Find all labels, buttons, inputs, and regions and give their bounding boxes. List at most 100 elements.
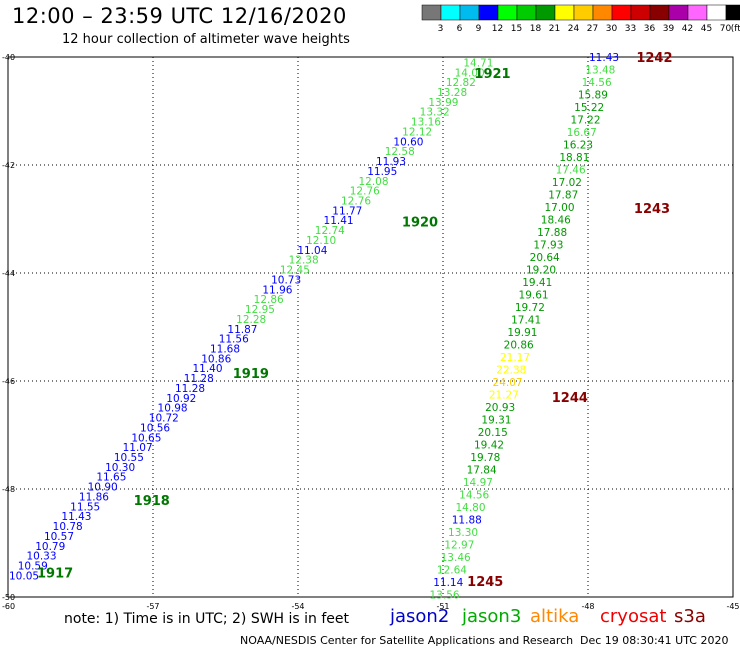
pass-number-label: 1917 — [37, 567, 73, 582]
wave-height-label: 10.57 — [44, 531, 74, 543]
pass-number-label: 1918 — [134, 494, 170, 509]
colorbar-tick-label: 45 — [701, 24, 712, 34]
pass-labels: 1921 1920 1919 1918 1917 1242 1243 1244 1245 — [37, 51, 673, 590]
legend-altika: altika — [530, 606, 580, 627]
wave-height-label: 13.16 — [411, 117, 441, 129]
legend-cryosat: cryosat — [600, 606, 667, 627]
wave-height-label: 19.78 — [470, 452, 500, 464]
wave-height-label: 11.56 — [219, 334, 249, 346]
colorbar-tick-label: 33 — [625, 24, 636, 34]
wave-height-label: 11.04 — [297, 245, 327, 257]
x-tick-label: -51 — [436, 602, 449, 611]
wave-height-label: 10.92 — [166, 393, 196, 405]
legend-jason2: jason2 — [390, 606, 450, 627]
colorbar-swatch — [668, 4, 689, 21]
wave-height-label: 12.64 — [437, 564, 467, 576]
wave-height-label: 11.41 — [324, 215, 354, 227]
wave-height-label: 11.14 — [433, 577, 463, 589]
wave-height-label: 20.15 — [478, 427, 508, 439]
colorbar-swatch — [592, 4, 613, 21]
colorbar-tick-label: 30 — [606, 24, 618, 34]
wave-height-label: 17.46 — [556, 164, 586, 176]
wave-height-label: 14.00 — [455, 67, 485, 79]
y-tick-label: -40 — [2, 53, 15, 62]
wave-height-label: 11.95 — [367, 166, 397, 178]
colorbar-swatch — [573, 4, 594, 21]
wave-height-label: 10.72 — [149, 413, 179, 425]
grid-lines — [7, 56, 734, 598]
colorbar-tick-label: 6 — [457, 24, 463, 34]
wave-height-label: 11.43 — [589, 52, 619, 64]
wave-height-label: 19.61 — [519, 289, 549, 301]
wave-height-label: 12.12 — [402, 126, 432, 138]
wave-height-label: 15.22 — [574, 102, 604, 114]
x-tick-label: -60 — [2, 602, 15, 611]
colorbar-tick-label: 3 — [438, 24, 444, 34]
wave-height-label: 21.27 — [489, 389, 519, 401]
wave-height-label: 10.73 — [271, 274, 301, 286]
wave-height-label: 12.45 — [280, 265, 310, 277]
footer-credit: NOAA/NESDIS Center for Satellite Applica… — [240, 634, 574, 647]
wave-height-label: 21.17 — [500, 352, 530, 364]
wave-height-label: 11.07 — [123, 442, 153, 454]
colorbar-tick-label: 21 — [549, 24, 560, 34]
wave-height-label: 12.38 — [289, 255, 319, 267]
pass-number-label: 1244 — [552, 391, 588, 406]
wave-height-label: 19.41 — [522, 277, 552, 289]
colorbar-swatch — [649, 4, 670, 21]
colorbar-tick-label: 27 — [587, 24, 598, 34]
wave-height-label: 19.42 — [474, 439, 504, 451]
colorbar-tick-label: 36 — [644, 24, 656, 34]
wave-height-label: 20.93 — [485, 402, 515, 414]
wave-height-label: 10.59 — [18, 561, 48, 573]
colorbar-tick-label: 12 — [492, 24, 503, 34]
wave-height-label: 10.90 — [88, 482, 118, 494]
axes: -40 -42 -44 -46 -48 -50 -57 -54 -51 -48 -45 -60 — [2, 53, 740, 611]
colorbar-swatch — [535, 4, 556, 21]
pass-number-label: 1919 — [233, 367, 269, 382]
wave-height-label: 12.82 — [446, 77, 476, 89]
wave-height-label: 11.40 — [192, 363, 222, 375]
wave-height-label: 11.55 — [70, 501, 100, 513]
x-tick-label: -54 — [291, 602, 304, 611]
colorbar-swatch — [440, 4, 461, 21]
pass-number-label: 1921 — [474, 67, 510, 82]
wave-height-label: 12.86 — [254, 294, 284, 306]
wave-height-label: 17.93 — [533, 239, 563, 251]
colorbar-swatch — [706, 4, 727, 21]
y-tick-label: -50 — [2, 593, 15, 602]
colorbar-swatch — [478, 4, 499, 21]
note-text: note: 1) Time is in UTC; 2) SWH is in fe… — [64, 611, 350, 627]
wave-height-label: 10.60 — [393, 136, 423, 148]
wave-height-label: 10.30 — [105, 462, 135, 474]
wave-height-label: 12.95 — [245, 304, 275, 316]
wave-height-label: 13.30 — [448, 527, 478, 539]
legend-jason3: jason3 — [462, 606, 522, 627]
wave-height-label: 13.48 — [585, 64, 615, 76]
legend-s3a: s3a — [674, 606, 706, 627]
wave-height-label: 13.46 — [441, 552, 471, 564]
wave-height-label: 12.76 — [350, 186, 380, 198]
wave-height-label: 10.55 — [114, 452, 144, 464]
colorbar-swatch — [611, 4, 632, 21]
wave-height-label: 11.87 — [227, 324, 257, 336]
x-tick-label: -45 — [726, 602, 739, 611]
wave-height-label: 14.56 — [459, 489, 489, 501]
wave-height-label: 20.64 — [530, 252, 560, 264]
wave-height-label: 18.46 — [541, 214, 571, 226]
colorbar-swatch — [630, 4, 651, 21]
wave-height-label: 17.87 — [548, 189, 578, 201]
wave-height-label: 10.56 — [140, 422, 170, 434]
wave-height-label: 15.89 — [578, 89, 608, 101]
wave-height-label: 11.43 — [61, 511, 91, 523]
wave-height-label: 17.84 — [467, 464, 497, 476]
wave-height-label: 17.88 — [537, 227, 567, 239]
colorbar-swatch — [554, 4, 575, 21]
wave-height-label: 10.78 — [53, 521, 83, 533]
pass-number-label: 1245 — [467, 575, 503, 590]
wave-height-label: 14.80 — [455, 502, 485, 514]
colorbar-tick-label: 70 — [720, 24, 732, 34]
wave-height-label: 10.33 — [26, 551, 56, 563]
